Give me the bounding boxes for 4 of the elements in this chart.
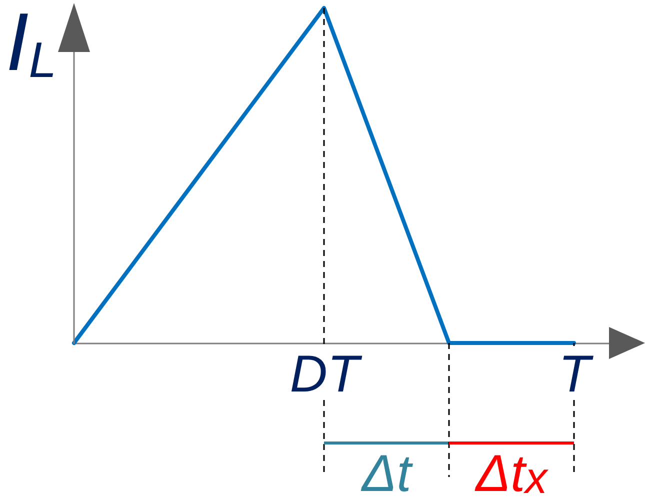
x-tick-label: DT [290,346,362,404]
x-tick-label: T [558,346,594,404]
text: Δt [362,445,412,499]
y-axis-title: I$_{L}$ [6,0,57,88]
